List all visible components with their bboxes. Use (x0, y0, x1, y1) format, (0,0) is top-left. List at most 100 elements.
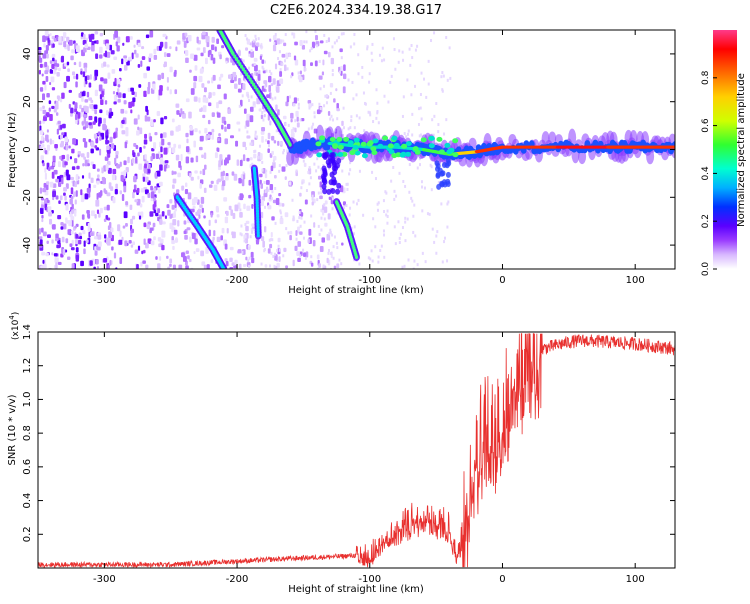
heatmap-noise-cell (296, 229, 300, 234)
heatmap-noise-cell (39, 130, 44, 135)
heatmap-noise-cell (322, 59, 325, 66)
heatmap-noise-cell (286, 67, 289, 71)
heatmap-smear (434, 166, 440, 173)
heatmap-noise-cell (164, 160, 169, 164)
heatmap-noise-cell (447, 200, 450, 204)
heatmap-noise-cell (45, 134, 49, 142)
heatmap-noise-cell (136, 263, 139, 269)
heatmap-noise-cell (95, 259, 99, 265)
heatmap-noise-cell (85, 106, 89, 114)
heatmap-noise-cell (299, 40, 303, 46)
heatmap-noise-cell (244, 147, 247, 151)
heatmap-noise-cell (119, 190, 123, 195)
heatmap-noise-cell (260, 153, 263, 160)
heatmap-noise-cell (71, 263, 75, 269)
heatmap-noise-cell (65, 203, 69, 211)
heatmap-noise-cell (279, 40, 282, 44)
heatmap-noise-cell (326, 233, 331, 241)
heatmap-noise-cell (174, 69, 177, 75)
heatmap-noise-cell (143, 139, 148, 145)
heatmap-noise-cell (57, 215, 62, 220)
heatmap-noise-cell (114, 157, 117, 165)
heatmap-noise-cell (310, 255, 313, 259)
heatmap-noise-cell (82, 126, 87, 130)
heatmap-noise-cell (132, 191, 135, 199)
heatmap-streak-core (354, 255, 359, 260)
heatmap-noise-cell (251, 223, 256, 227)
heatmap-noise-cell (238, 104, 241, 108)
heatmap-noise-cell (64, 195, 67, 201)
heatmap-noise-cell (380, 244, 383, 248)
heatmap-noise-cell (166, 53, 171, 57)
heatmap-noise-cell (216, 179, 219, 185)
heatmap-noise-cell (254, 149, 257, 153)
heatmap-noise-cell (53, 169, 58, 175)
heatmap-noise-cell (106, 145, 110, 150)
heatmap-noise-cell (188, 258, 192, 263)
heatmap-noise-cell (247, 95, 250, 99)
heatmap-noise-cell (270, 232, 273, 238)
heatmap-noise-cell (96, 168, 100, 172)
heatmap-noise-cell (117, 88, 120, 93)
heatmap-noise-cell (38, 55, 41, 62)
heatmap-noise-cell (285, 265, 289, 269)
heatmap-noise-cell (174, 89, 178, 95)
heatmap-noise-cell (315, 34, 318, 41)
heatmap-noise-cell (91, 45, 95, 52)
heatmap-noise-cell (288, 95, 291, 99)
heatmap-noise-cell (92, 121, 96, 125)
heatmap-noise-cell (47, 234, 51, 239)
heatmap-noise-cell (163, 116, 168, 120)
heatmap-noise-cell (89, 260, 93, 266)
heatmap-noise-cell (150, 240, 155, 246)
heatmap-noise-cell (393, 225, 396, 229)
heatmap-noise-cell (268, 144, 271, 148)
heatmap-noise-cell (125, 223, 128, 227)
heatmap-noise-cell (419, 92, 422, 96)
heatmap-noise-cell (406, 78, 409, 82)
heatmap-noise-cell (75, 254, 79, 262)
heatmap-noise-cell (134, 199, 138, 203)
heatmap-noise-cell (125, 36, 130, 43)
heatmap-noise-cell (185, 156, 190, 164)
heatmap-noise-cell (40, 265, 43, 269)
heatmap-noise-cell (295, 110, 299, 117)
heatmap-noise-cell (75, 190, 78, 197)
heatmap-noise-cell (243, 203, 246, 210)
heatmap-noise-cell (352, 200, 355, 204)
heatmap-noise-cell (115, 183, 118, 190)
heatmap-noise-cell (362, 213, 365, 217)
heatmap-noise-cell (417, 123, 420, 127)
heatmap-noise-cell (170, 130, 174, 136)
heatmap-noise-cell (250, 51, 255, 58)
heatmap-noise-cell (207, 119, 211, 125)
heatmap-noise-cell (203, 87, 207, 93)
heatmap-noise-cell (72, 138, 76, 145)
heatmap-noise-cell (221, 45, 225, 49)
heatmap-noise-cell (368, 111, 371, 115)
heatmap-noise-cell (52, 43, 55, 48)
heatmap-noise-cell (159, 85, 163, 92)
heatmap-noise-cell (121, 194, 125, 202)
heatmap-noise-cell (84, 43, 89, 49)
heatmap-noise-cell (441, 88, 444, 92)
heatmap-features-layer (173, 30, 675, 269)
heatmap-band-blob (452, 138, 459, 144)
heatmap-noise-cell (369, 257, 372, 261)
heatmap-noise-cell (294, 119, 297, 123)
heatmap-noise-cell (67, 68, 70, 72)
heatmap-noise-cell (57, 261, 62, 265)
heatmap-noise-cell (123, 211, 128, 219)
heatmap-noise-cell (240, 72, 243, 76)
heatmap-noise-cell (254, 34, 257, 38)
heatmap-noise-cell (137, 211, 142, 217)
heatmap-noise-cell (39, 187, 43, 194)
heatmap-noise-cell (98, 212, 101, 218)
heatmap-noise-cell (408, 190, 411, 194)
heatmap-noise-cell (177, 124, 181, 132)
heatmap-noise-cell (398, 236, 401, 240)
heatmap-noise-cell (83, 248, 86, 255)
heatmap-noise-cell (98, 84, 103, 92)
heatmap-noise-cell (123, 170, 127, 175)
heatmap-noise-cell (103, 258, 108, 263)
